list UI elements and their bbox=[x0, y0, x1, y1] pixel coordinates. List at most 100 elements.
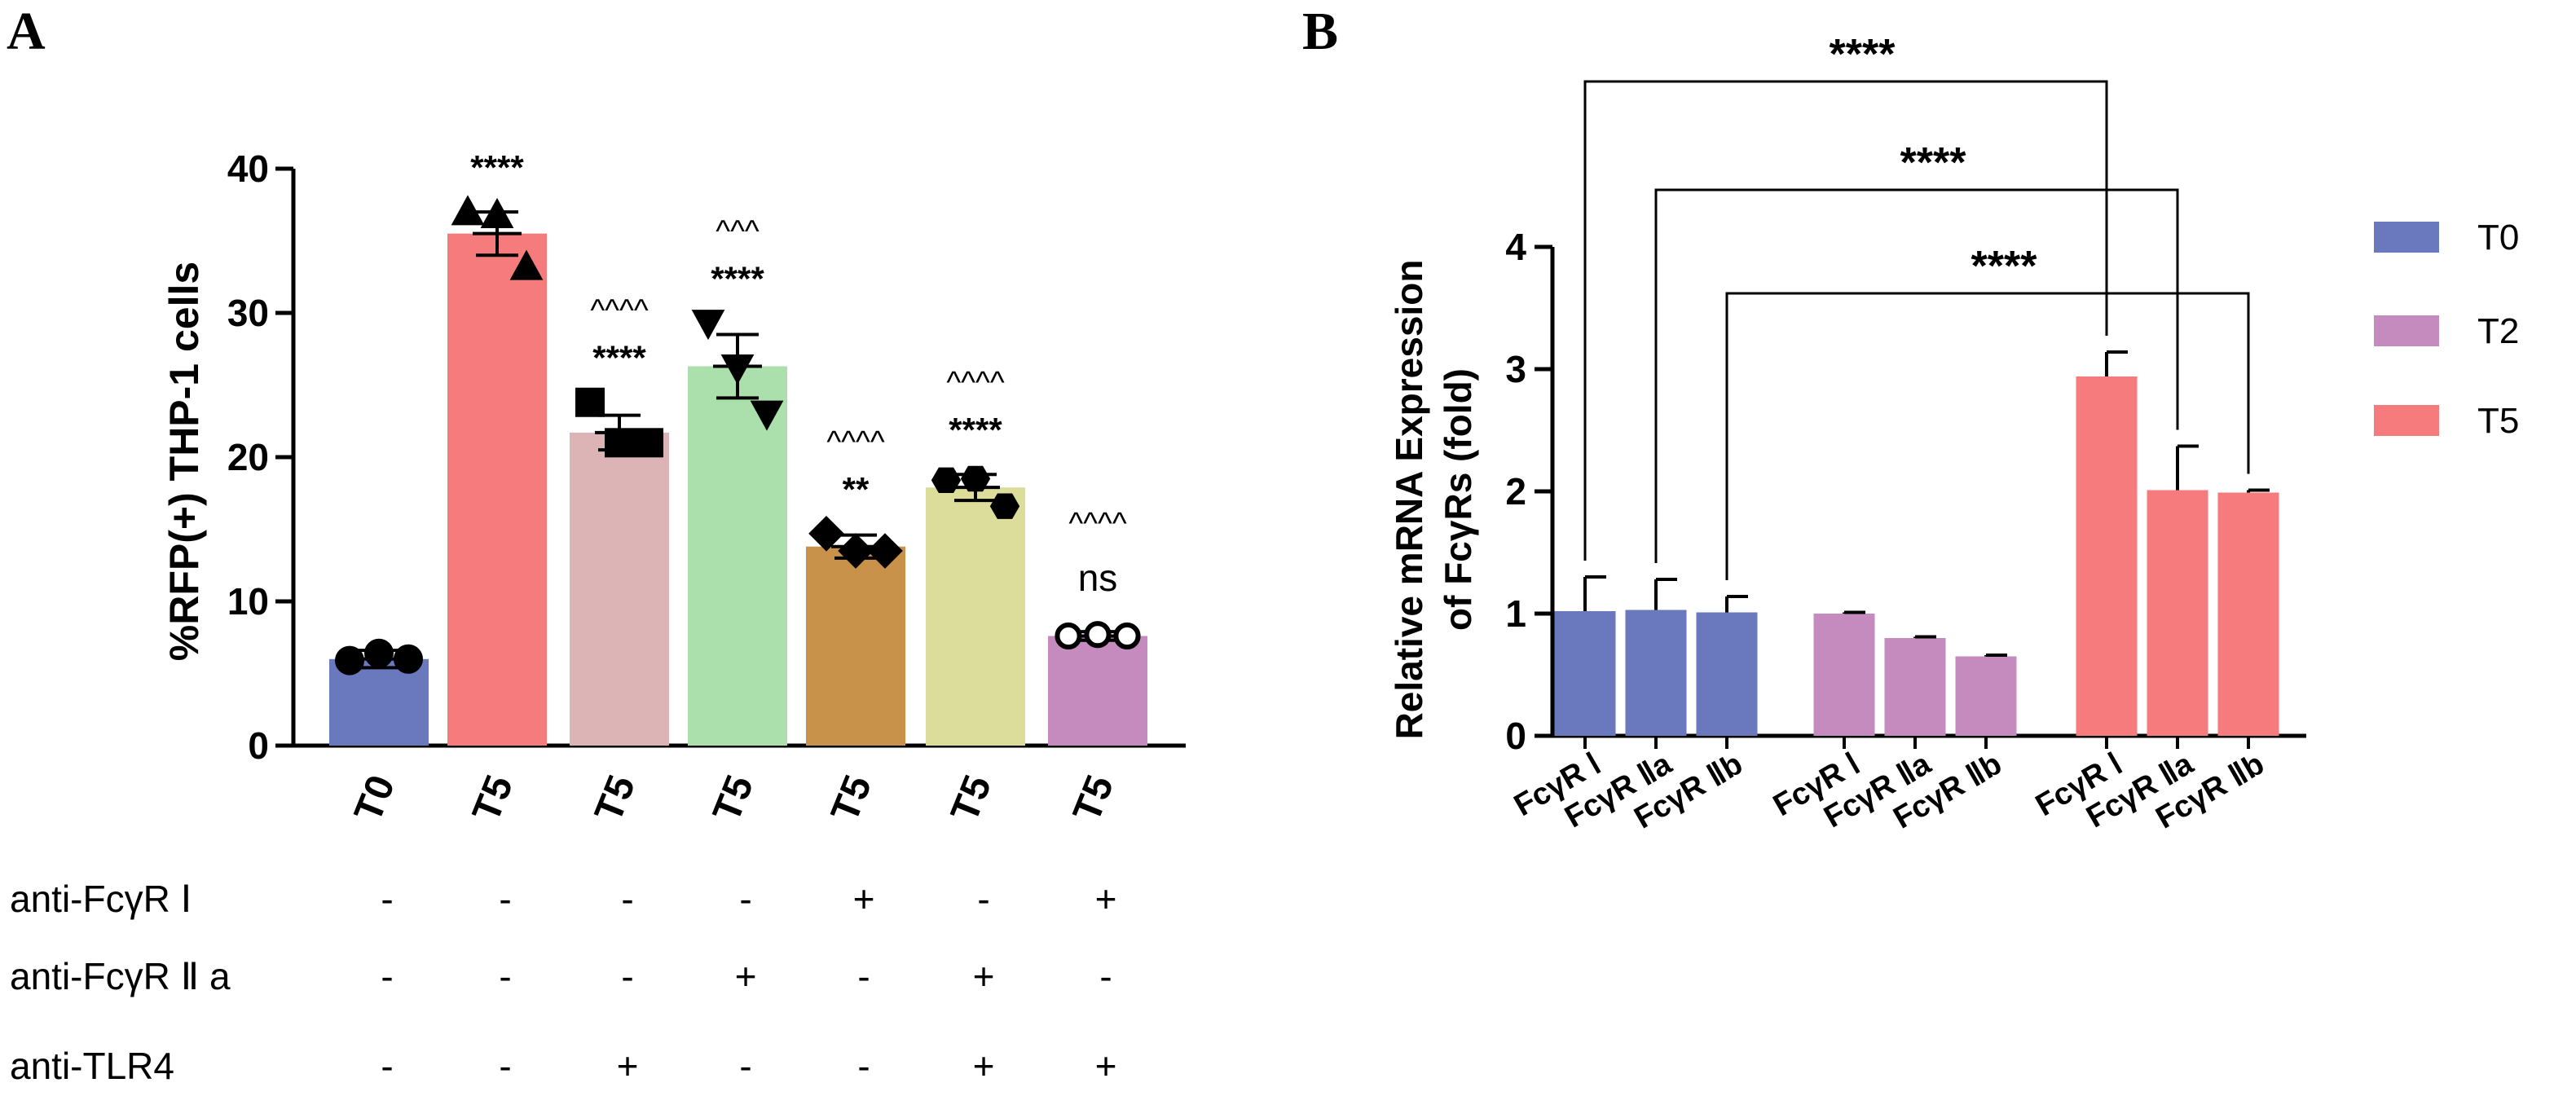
bar bbox=[1625, 610, 1687, 736]
legend-swatch bbox=[2374, 222, 2439, 253]
bar bbox=[688, 366, 787, 746]
data-point bbox=[509, 249, 544, 280]
data-point bbox=[989, 493, 1020, 519]
comparison-bracket bbox=[1654, 188, 2179, 563]
legend-swatch bbox=[2374, 405, 2439, 436]
y-tick-label: 0 bbox=[1505, 715, 1526, 757]
y-tick-label: 20 bbox=[227, 436, 269, 478]
panel-a-label: A bbox=[7, 2, 46, 61]
treatment-sign: + bbox=[973, 955, 995, 997]
legend-swatch bbox=[2374, 315, 2439, 346]
data-point bbox=[364, 638, 394, 668]
y-tick-label: 3 bbox=[1505, 348, 1526, 390]
data-point bbox=[1055, 622, 1082, 650]
data-point bbox=[605, 428, 634, 458]
x-tick-label: T5 bbox=[705, 769, 762, 828]
treatment-sign: - bbox=[499, 878, 511, 920]
significance-label: **** bbox=[592, 339, 646, 377]
comparison-bracket bbox=[1583, 80, 2108, 561]
treatment-label: anti-FcγR Ⅰ bbox=[10, 878, 192, 920]
significance-caret-label: ^^^^ bbox=[1068, 507, 1126, 541]
significance-caret-label: ^^^^ bbox=[826, 425, 884, 460]
y-tick-label: 30 bbox=[227, 292, 269, 334]
y-tick-label: 10 bbox=[227, 580, 269, 623]
y-tick-label: 4 bbox=[1505, 226, 1526, 268]
data-point bbox=[1084, 621, 1112, 649]
treatment-sign: - bbox=[381, 878, 393, 920]
bar bbox=[570, 432, 669, 746]
bar bbox=[1696, 612, 1758, 736]
treatment-sign: + bbox=[735, 955, 757, 997]
bar bbox=[2217, 492, 2279, 736]
treatment-sign: + bbox=[1095, 878, 1117, 920]
x-tick-label: T5 bbox=[587, 769, 644, 828]
treatment-sign: + bbox=[853, 878, 875, 920]
bar bbox=[1955, 656, 2017, 736]
data-point bbox=[575, 387, 605, 417]
x-tick-label: T0 bbox=[346, 769, 403, 828]
bar bbox=[926, 487, 1025, 746]
y-axis-label: %RFP(+) THP-1 cells bbox=[161, 262, 207, 661]
legend-label: T2 bbox=[2477, 311, 2519, 351]
data-point bbox=[808, 515, 844, 552]
x-tick-label: T5 bbox=[465, 769, 522, 828]
bar bbox=[806, 546, 905, 746]
data-point bbox=[394, 644, 423, 674]
treatment-sign: - bbox=[381, 955, 393, 997]
comparison-label: **** bbox=[1971, 243, 2038, 290]
treatment-sign: - bbox=[1099, 955, 1112, 997]
panel-b-label: B bbox=[1302, 2, 1338, 61]
bar bbox=[2076, 376, 2138, 736]
panel-b-chart: 0 1 2 3 4 Relative mRNA Expression of FcγRs (f… bbox=[1388, 31, 2519, 835]
treatment-sign: - bbox=[857, 1045, 870, 1087]
significance-label: **** bbox=[949, 411, 1002, 449]
treatment-sign: - bbox=[381, 1045, 393, 1087]
treatment-label: anti-FcγR Ⅱ a bbox=[10, 955, 231, 997]
treatment-sign: - bbox=[977, 878, 989, 920]
legend-label: T5 bbox=[2477, 401, 2519, 441]
bar bbox=[1554, 611, 1616, 736]
treatment-sign: - bbox=[739, 1045, 751, 1087]
y-axis-label-line2: of FcγRs (fold) bbox=[1437, 368, 1479, 631]
data-point bbox=[750, 400, 784, 431]
treatment-sign: - bbox=[621, 955, 633, 997]
bar bbox=[1813, 614, 1875, 736]
y-tick-label: 1 bbox=[1505, 592, 1526, 635]
treatment-sign: - bbox=[499, 1045, 511, 1087]
treatment-sign: + bbox=[1095, 1045, 1117, 1087]
data-point bbox=[691, 310, 725, 341]
data-point bbox=[451, 195, 485, 226]
data-point bbox=[838, 533, 874, 569]
treatment-label: anti-TLR4 bbox=[10, 1045, 174, 1087]
data-point bbox=[335, 645, 364, 676]
data-point bbox=[960, 465, 991, 492]
panel-a-chart: 0 10 20 30 40 %RFP(+) THP-1 cells T0 T5 **** T5 **… bbox=[10, 147, 1186, 1087]
data-point bbox=[931, 467, 962, 493]
data-point bbox=[1113, 622, 1141, 650]
treatment-sign: + bbox=[973, 1045, 995, 1087]
comparison-bracket bbox=[1725, 292, 2250, 580]
treatment-sign: - bbox=[499, 955, 511, 997]
x-tick-label: T5 bbox=[823, 769, 880, 828]
x-tick-label: T5 bbox=[1065, 769, 1122, 828]
bar bbox=[1048, 636, 1147, 746]
significance-caret-label: ^^^^ bbox=[946, 366, 1004, 400]
data-point bbox=[634, 428, 663, 458]
significance-caret-label: ^^^^ bbox=[590, 294, 648, 328]
legend-label: T0 bbox=[2477, 218, 2519, 257]
treatment-sign: - bbox=[857, 955, 870, 997]
data-point bbox=[720, 354, 755, 385]
bar bbox=[447, 233, 547, 746]
treatment-sign: - bbox=[739, 878, 751, 920]
y-tick-label: 0 bbox=[248, 724, 269, 767]
treatment-sign: + bbox=[617, 1045, 639, 1087]
data-point bbox=[480, 197, 514, 228]
bar bbox=[1884, 638, 1946, 736]
x-tick-label: T5 bbox=[943, 769, 1000, 828]
data-point bbox=[867, 533, 903, 569]
bar bbox=[2147, 490, 2208, 736]
y-tick-label: 40 bbox=[227, 147, 269, 190]
significance-caret-label: ^^^ bbox=[716, 214, 760, 249]
significance-label: **** bbox=[470, 148, 524, 187]
